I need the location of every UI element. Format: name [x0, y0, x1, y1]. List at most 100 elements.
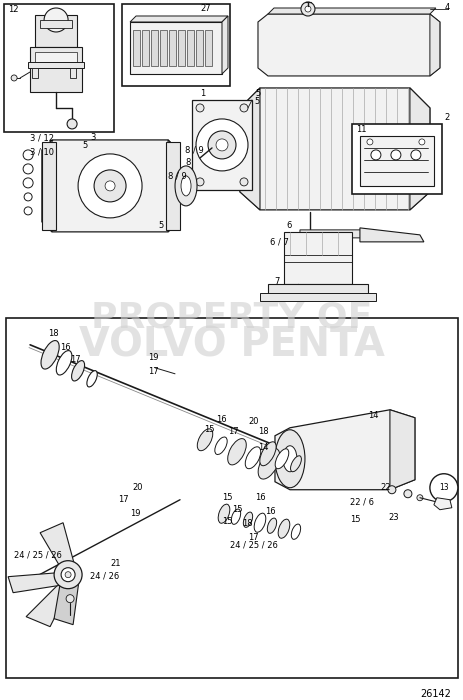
- Text: 3 / 12: 3 / 12: [30, 134, 54, 142]
- Ellipse shape: [245, 447, 260, 469]
- Text: 18: 18: [242, 519, 252, 528]
- Text: 20: 20: [247, 417, 258, 426]
- Bar: [40, 20, 72, 28]
- Polygon shape: [42, 140, 52, 232]
- Text: 17: 17: [148, 368, 158, 377]
- Ellipse shape: [87, 370, 97, 387]
- Circle shape: [304, 6, 310, 12]
- Polygon shape: [239, 88, 259, 210]
- Circle shape: [78, 154, 142, 218]
- Circle shape: [65, 572, 71, 578]
- Bar: [6, 318, 457, 678]
- Text: 3 / 10: 3 / 10: [30, 148, 54, 156]
- Circle shape: [429, 474, 457, 502]
- Ellipse shape: [259, 442, 275, 466]
- Text: 24 / 25 / 26: 24 / 25 / 26: [230, 540, 277, 550]
- Ellipse shape: [290, 456, 301, 472]
- Polygon shape: [130, 16, 227, 22]
- Bar: [4, 4, 114, 132]
- Ellipse shape: [41, 340, 59, 369]
- Circle shape: [24, 207, 32, 215]
- Bar: [166, 142, 180, 230]
- Text: 24 / 26: 24 / 26: [90, 571, 119, 580]
- Ellipse shape: [56, 351, 72, 375]
- Polygon shape: [257, 14, 439, 76]
- Circle shape: [239, 104, 247, 112]
- Ellipse shape: [291, 524, 300, 539]
- Text: 17: 17: [247, 533, 258, 542]
- Text: 24 / 25 / 26: 24 / 25 / 26: [14, 550, 62, 559]
- Bar: [130, 22, 221, 74]
- Bar: [42, 142, 56, 230]
- Text: 15: 15: [221, 517, 232, 526]
- Ellipse shape: [181, 176, 191, 196]
- Circle shape: [54, 561, 82, 589]
- Text: PROPERTY OF: PROPERTY OF: [91, 301, 372, 335]
- Bar: [160, 30, 167, 66]
- Circle shape: [67, 119, 77, 129]
- Polygon shape: [239, 88, 429, 210]
- Polygon shape: [433, 498, 451, 510]
- Polygon shape: [54, 567, 80, 624]
- Text: 16: 16: [255, 494, 265, 502]
- Bar: [133, 30, 140, 66]
- Circle shape: [23, 178, 33, 188]
- Bar: [169, 30, 175, 66]
- Polygon shape: [8, 573, 64, 593]
- Circle shape: [105, 181, 115, 191]
- Ellipse shape: [257, 449, 279, 479]
- Text: 23: 23: [387, 513, 398, 522]
- Text: 5: 5: [82, 141, 87, 150]
- Text: 19: 19: [130, 509, 140, 518]
- Circle shape: [44, 8, 68, 32]
- Circle shape: [94, 170, 126, 202]
- Text: 22: 22: [379, 483, 389, 492]
- Bar: [122, 4, 230, 86]
- Ellipse shape: [267, 518, 276, 533]
- Polygon shape: [168, 140, 178, 232]
- Text: 6 / 7: 6 / 7: [269, 237, 288, 246]
- Polygon shape: [221, 16, 227, 74]
- Text: 8 / 9: 8 / 9: [168, 172, 187, 181]
- Text: 18: 18: [257, 427, 268, 436]
- Ellipse shape: [227, 439, 246, 465]
- Circle shape: [207, 131, 236, 159]
- Polygon shape: [268, 8, 435, 14]
- Ellipse shape: [218, 504, 229, 524]
- Text: 17: 17: [227, 427, 238, 436]
- Circle shape: [300, 2, 314, 16]
- Text: 5: 5: [158, 221, 163, 230]
- Text: 15: 15: [221, 494, 232, 502]
- Circle shape: [366, 139, 372, 145]
- Text: 15: 15: [349, 515, 360, 524]
- Circle shape: [61, 568, 75, 582]
- Text: 16: 16: [60, 343, 70, 352]
- Circle shape: [195, 104, 204, 112]
- Bar: [30, 47, 82, 92]
- Text: VOLVO PENTA: VOLVO PENTA: [79, 326, 384, 366]
- Text: 7: 7: [273, 277, 279, 286]
- Ellipse shape: [243, 512, 252, 527]
- Circle shape: [387, 486, 395, 493]
- Ellipse shape: [175, 166, 197, 206]
- Circle shape: [195, 178, 204, 186]
- Bar: [35, 15, 77, 47]
- Bar: [283, 232, 351, 284]
- Text: 18: 18: [48, 329, 59, 338]
- Text: 11: 11: [355, 125, 366, 134]
- Text: 2: 2: [444, 113, 449, 122]
- Bar: [359, 136, 433, 186]
- Bar: [35, 52, 77, 64]
- Bar: [178, 30, 185, 66]
- Text: 19: 19: [148, 354, 158, 363]
- Bar: [28, 62, 84, 68]
- Circle shape: [305, 234, 313, 242]
- Bar: [70, 68, 76, 78]
- Text: 13: 13: [438, 483, 448, 492]
- Circle shape: [216, 139, 227, 151]
- Circle shape: [418, 139, 424, 145]
- Circle shape: [195, 119, 247, 171]
- Bar: [32, 68, 38, 78]
- Text: 16: 16: [216, 415, 226, 424]
- Circle shape: [23, 164, 33, 174]
